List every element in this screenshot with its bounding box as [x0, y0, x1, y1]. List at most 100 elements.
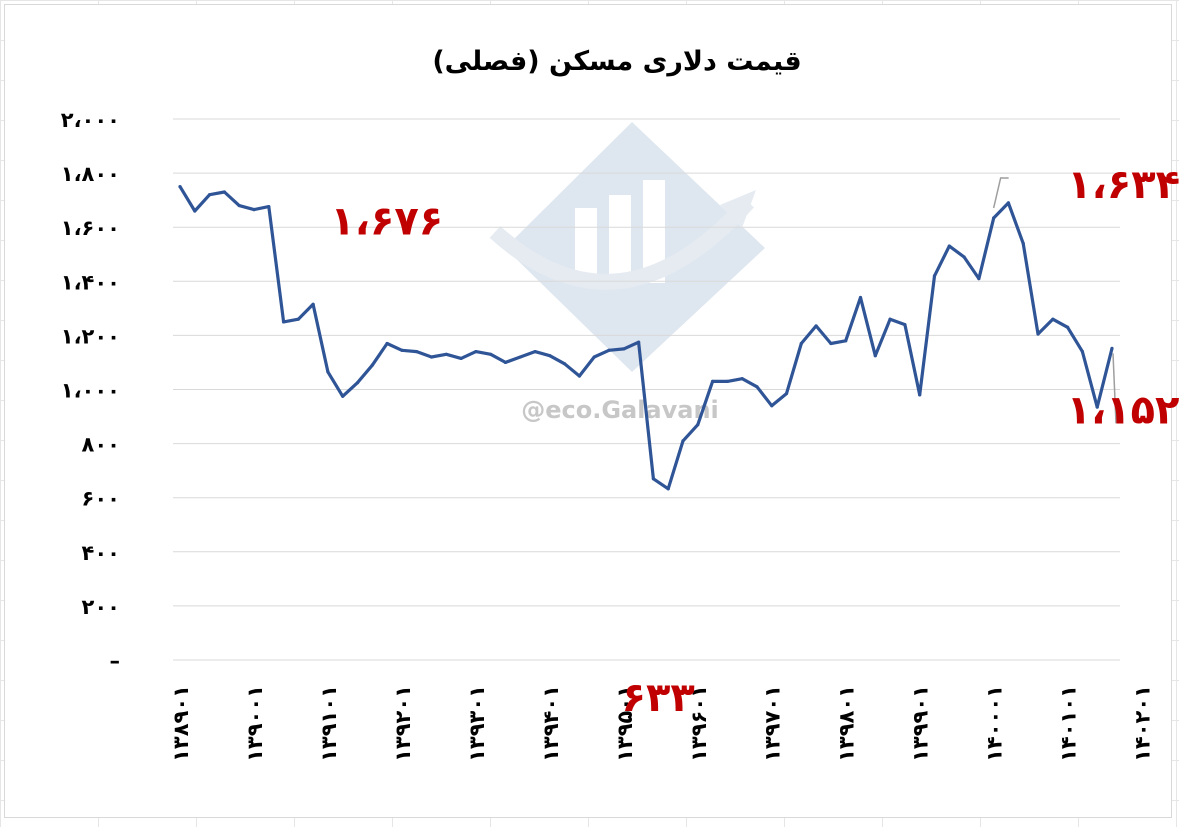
data-point [622, 347, 626, 351]
data-point [784, 391, 789, 396]
data-point [577, 374, 582, 378]
data-point [829, 341, 833, 346]
data-point [355, 381, 360, 385]
data-point [548, 354, 552, 358]
y-tick-label: ۱،۰۰۰ [61, 379, 120, 403]
y-tick-label: ۸۰۰ [82, 433, 120, 457]
x-tick-label: ۱۴۰۲۰۱ [1131, 685, 1155, 762]
data-point [503, 360, 508, 365]
data-point [1110, 346, 1114, 350]
gridlines [173, 118, 1120, 661]
data-point [799, 341, 803, 346]
data-point [459, 356, 463, 360]
x-tick-label: ۱۳۹۵۰۱ [613, 685, 637, 762]
data-point [237, 203, 241, 208]
x-tick-label: ۱۳۹۳۰۱ [465, 685, 489, 762]
data-point [489, 352, 493, 356]
data-point [977, 276, 981, 281]
y-axis: – ۲۰۰ ۴۰۰ ۶۰۰ ۸۰۰ ۱،۰۰۰ ۱،۲۰۰ ۱،۴۰۰ ۱،۶۰۰ ۱،۸۰۰ ۲،… [61, 108, 120, 673]
data-point [947, 244, 951, 248]
data-point [252, 208, 256, 212]
data-point [1036, 332, 1040, 336]
x-tick-label: ۱۳۹۴۰۱ [539, 685, 563, 762]
x-tick-label: ۱۳۹۶۰۱ [687, 685, 711, 762]
data-point [858, 295, 863, 300]
x-tick-label: ۱۳۸۹۰۱ [169, 685, 193, 762]
data-point [607, 348, 611, 352]
x-tick-label: ۱۳۹۱۰۱ [317, 685, 341, 762]
data-point [207, 193, 212, 197]
y-tick-label: ۱،۶۰۰ [61, 216, 120, 240]
data-point [651, 477, 655, 481]
data-point [814, 324, 818, 328]
data-point [725, 379, 729, 383]
data-point [533, 350, 537, 354]
watermark-logo [489, 122, 765, 372]
data-point [844, 339, 848, 343]
data-point [666, 487, 670, 491]
x-tick-label: ۱۴۰۱۰۱ [1057, 685, 1081, 762]
data-point [873, 354, 877, 358]
data-point [1006, 201, 1011, 205]
y-tick-label: ۱،۴۰۰ [61, 270, 120, 294]
annotation-leader [992, 177, 1009, 209]
data-point [341, 394, 345, 398]
x-tick-label: ۱۳۹۹۰۱ [909, 685, 933, 762]
series-layer [178, 185, 1114, 491]
data-point [1021, 241, 1025, 246]
data-point [962, 255, 966, 259]
watermark-arrow-icon [720, 190, 756, 228]
data-point [222, 190, 226, 194]
data-point [592, 355, 596, 359]
x-tick-label: ۱۴۰۰۰۱ [983, 685, 1007, 762]
x-tick-label: ۱۳۹۰۰۱ [243, 685, 267, 762]
data-point [326, 370, 330, 374]
data-point [681, 439, 685, 443]
data-point [637, 340, 641, 344]
data-point [740, 377, 744, 381]
data-point [474, 350, 478, 354]
data-point [370, 363, 374, 367]
data-point [518, 355, 522, 359]
annotation-leader [1112, 353, 1117, 424]
watermark-bar-3 [643, 180, 665, 283]
data-point [696, 423, 700, 427]
x-axis: ۱۳۸۹۰۱ ۱۳۹۰۰۱ ۱۳۹۱۰۱ ۱۳۹۲۰۱ ۱۳۹۳۰۱ ۱۳۹۴۰۱ ۱۳۹۵… [169, 685, 1155, 762]
data-point [400, 348, 404, 352]
x-tick-label: ۱۳۹۲۰۱ [391, 685, 415, 762]
annotation-label: ۶۳۳ [622, 675, 695, 721]
data-point [755, 385, 759, 389]
annotation-label: ۱،۶۳۴ [1067, 162, 1179, 208]
y-tick-label: ۴۰۰ [82, 541, 120, 565]
data-point [1051, 317, 1055, 321]
watermark-text: @eco.Galavani [521, 396, 719, 424]
annotations: ۱،۶۷۶ ۶۳۳ ۱،۶۳۴ ۱،۱۵۲ [330, 162, 1179, 721]
data-point [415, 350, 419, 354]
y-tick-label: ۱،۸۰۰ [61, 162, 120, 186]
annotation-label: ۱،۱۵۲ [1067, 387, 1179, 433]
data-point [281, 320, 286, 324]
watermark-bar-2 [609, 195, 631, 283]
y-tick-label: ۲،۰۰۰ [61, 108, 120, 132]
chart-frame [4, 4, 1172, 818]
data-point [267, 205, 271, 209]
data-point [1066, 325, 1070, 329]
watermark-diamond [505, 122, 765, 372]
annotation-label: ۱،۶۷۶ [330, 199, 443, 245]
data-point [888, 317, 892, 321]
data-point [178, 185, 182, 189]
data-point [296, 317, 300, 321]
y-tick-label: – [110, 649, 121, 673]
chart-title: قیمت دلاری مسکن (فصلی) [432, 46, 801, 77]
data-point [903, 322, 907, 327]
data-point [770, 404, 774, 408]
x-tick-label: ۱۳۹۸۰۱ [835, 685, 859, 762]
data-point [385, 341, 389, 346]
data-point [311, 302, 315, 306]
data-point [932, 274, 937, 278]
data-point [444, 352, 448, 356]
x-tick-label: ۱۳۹۷۰۱ [761, 685, 785, 762]
y-tick-label: ۶۰۰ [82, 487, 120, 511]
